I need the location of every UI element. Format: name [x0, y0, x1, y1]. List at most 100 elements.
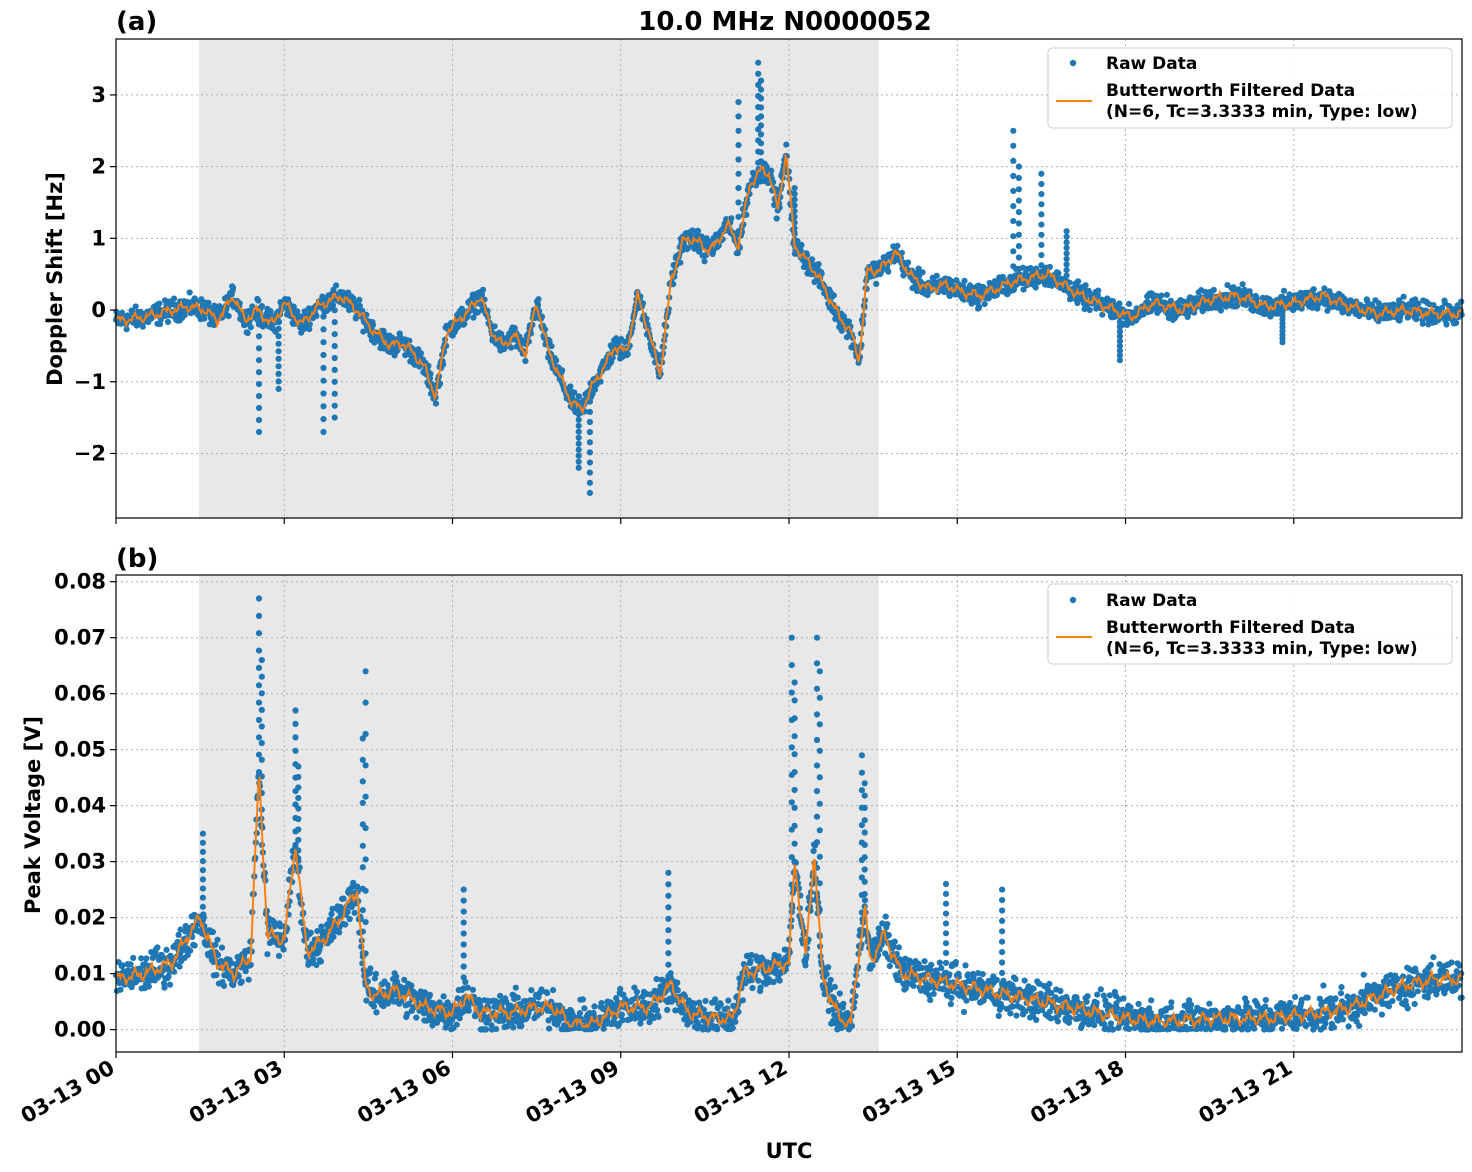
raw-point — [1038, 231, 1045, 238]
raw-point — [328, 910, 335, 918]
raw-point — [910, 982, 917, 990]
y-tick-label-a: −1 — [74, 370, 106, 394]
raw-point — [330, 933, 337, 940]
raw-point — [1054, 1018, 1061, 1025]
raw-point — [861, 897, 869, 904]
raw-point — [417, 350, 424, 357]
raw-point — [749, 985, 756, 992]
raw-point — [255, 428, 263, 436]
raw-point — [1084, 993, 1091, 1000]
raw-point — [1010, 157, 1017, 164]
raw-point — [331, 307, 338, 314]
raw-point — [617, 985, 624, 993]
panel-b-ylabel: Peak Voltage [V] — [21, 716, 45, 914]
raw-point — [1091, 1022, 1098, 1029]
raw-point — [255, 357, 263, 364]
raw-point — [927, 997, 934, 1004]
raw-point — [310, 956, 317, 963]
raw-point — [655, 1013, 662, 1021]
raw-point — [367, 965, 374, 972]
raw-point — [333, 282, 340, 289]
raw-point — [921, 958, 928, 965]
raw-point — [840, 1000, 847, 1007]
raw-point — [1279, 339, 1286, 346]
raw-point — [331, 343, 338, 350]
raw-point — [247, 324, 254, 331]
raw-point — [732, 1018, 739, 1025]
raw-point — [1015, 243, 1023, 250]
y-tick-label-a: 1 — [91, 226, 106, 250]
panel-a-label: (a) — [116, 7, 157, 37]
raw-point — [255, 369, 263, 376]
raw-point — [320, 416, 327, 423]
raw-point — [575, 393, 583, 400]
raw-point — [757, 140, 765, 147]
raw-point — [915, 265, 922, 272]
raw-point — [586, 449, 594, 456]
raw-point — [933, 272, 940, 279]
raw-point — [960, 1008, 968, 1016]
raw-point — [827, 976, 834, 983]
raw-point — [1033, 1016, 1040, 1024]
raw-point — [275, 378, 282, 385]
raw-point — [845, 318, 853, 325]
raw-point — [275, 952, 283, 960]
raw-point — [884, 921, 891, 928]
raw-point — [1015, 254, 1023, 261]
raw-point — [275, 363, 282, 370]
raw-point — [306, 326, 313, 333]
raw-point — [755, 70, 762, 77]
raw-point — [156, 321, 163, 328]
raw-point — [331, 319, 338, 326]
raw-point — [684, 244, 692, 252]
raw-point — [176, 963, 183, 970]
raw-point — [900, 272, 907, 279]
raw-point — [145, 983, 152, 990]
raw-point — [1015, 231, 1023, 238]
raw-point — [575, 410, 582, 417]
raw-point — [947, 1001, 955, 1008]
raw-point — [1419, 320, 1426, 327]
raw-point — [275, 325, 282, 332]
raw-point — [1010, 263, 1017, 270]
raw-point — [482, 1026, 490, 1033]
raw-point — [571, 389, 578, 396]
raw-point — [735, 156, 742, 163]
raw-point — [306, 321, 313, 328]
raw-point — [453, 1021, 460, 1028]
raw-point — [1099, 311, 1106, 318]
raw-point — [962, 962, 969, 969]
raw-point — [1082, 282, 1089, 289]
raw-point — [1063, 267, 1070, 274]
raw-point — [1046, 980, 1053, 988]
raw-point — [674, 987, 681, 994]
raw-point — [575, 464, 582, 471]
raw-point — [677, 259, 684, 266]
raw-point — [346, 915, 353, 923]
raw-point — [1015, 197, 1023, 204]
raw-point — [815, 261, 822, 268]
raw-point — [313, 312, 320, 319]
raw-point — [1097, 986, 1104, 993]
raw-point — [995, 1012, 1002, 1020]
raw-point — [729, 1024, 736, 1032]
raw-point — [275, 348, 282, 355]
raw-point — [873, 280, 880, 287]
raw-point — [511, 325, 518, 332]
x-axis-label: UTC — [766, 1139, 813, 1163]
raw-point — [809, 256, 816, 263]
raw-point — [544, 990, 551, 997]
raw-point — [575, 434, 582, 441]
raw-point — [1015, 174, 1023, 182]
raw-point — [244, 330, 251, 337]
raw-point — [320, 351, 327, 359]
raw-point — [1063, 233, 1070, 240]
raw-point — [373, 1009, 380, 1016]
raw-point — [928, 961, 935, 968]
raw-point — [567, 383, 574, 390]
raw-point — [757, 149, 765, 156]
raw-point — [1135, 1000, 1142, 1008]
raw-point — [1113, 1004, 1120, 1012]
raw-point — [329, 302, 337, 309]
raw-point — [320, 428, 327, 436]
